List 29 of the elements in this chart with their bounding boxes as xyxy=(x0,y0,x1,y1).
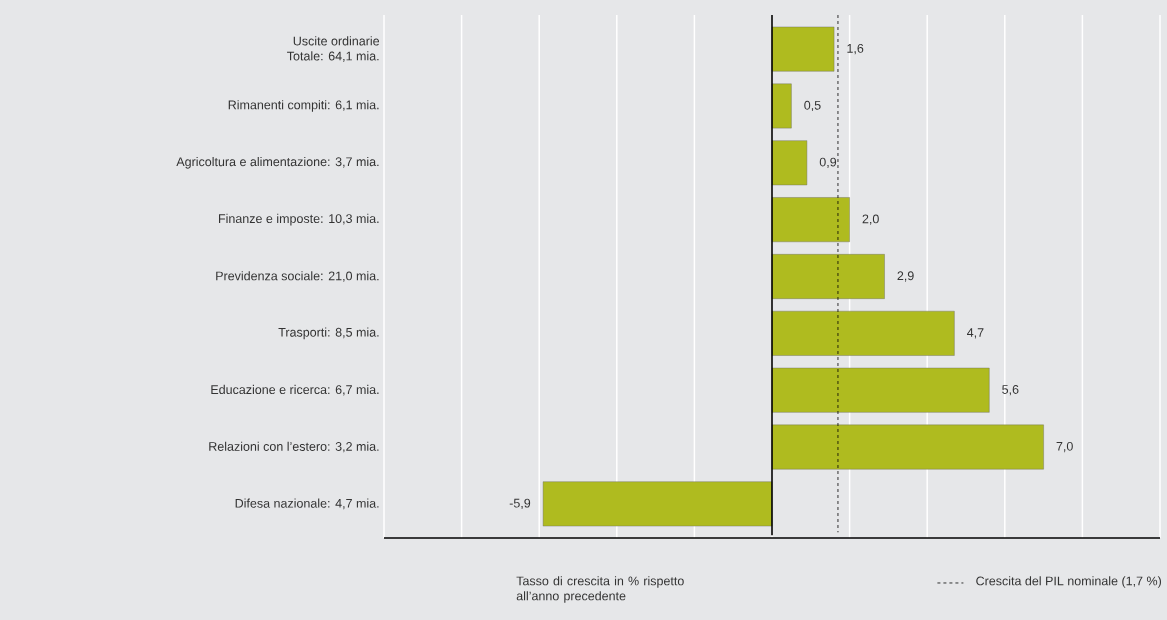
bar xyxy=(542,481,773,527)
y-tick-label: Previdenza sociale: 21,0 mia. xyxy=(216,271,379,282)
bar xyxy=(771,367,990,413)
y-tick-label: Trasporti: 8,5 mia. xyxy=(278,327,379,340)
bar xyxy=(771,83,792,129)
data-label: 7,0 xyxy=(1056,441,1073,453)
bar xyxy=(771,424,1044,470)
bar xyxy=(771,26,835,72)
legend-label: Crescita del PIL nominale (1,7 %) xyxy=(976,576,1161,588)
data-label: 5,6 xyxy=(1002,385,1019,396)
y-tick-label: Uscite ordinarie Totale: 64,1 mia. xyxy=(287,36,380,62)
data-label: 2,9 xyxy=(897,271,914,282)
data-label: 2,0 xyxy=(862,214,879,225)
data-label: 1,6 xyxy=(847,43,864,55)
data-label: -5,9 xyxy=(509,498,531,510)
y-tick-label: Educazione e ricerca: 6,7 mia. xyxy=(211,384,379,396)
data-label: 0,9 xyxy=(819,157,837,168)
y-tick-label: Difesa nazionale: 4,7 mia. xyxy=(235,498,379,510)
y-tick-label: Rimanenti compiti: 6,1 mia. xyxy=(228,100,379,112)
data-label: 0,5 xyxy=(804,100,821,112)
y-tick-label: Finanze e imposte: 10,3 mia. xyxy=(219,213,379,226)
bar xyxy=(771,254,885,299)
bar xyxy=(771,310,955,356)
data-label: 4,7 xyxy=(967,328,984,339)
bar xyxy=(771,197,850,243)
bar xyxy=(771,140,808,186)
x-axis-title: Tasso di crescita in % rispetto all’anno precedente xyxy=(516,576,684,603)
y-tick-label: Agricoltura e alimentazione: 3,7 mia. xyxy=(176,156,379,169)
y-tick-label: Relazioni con l’estero: 3,2 mia. xyxy=(209,441,379,453)
